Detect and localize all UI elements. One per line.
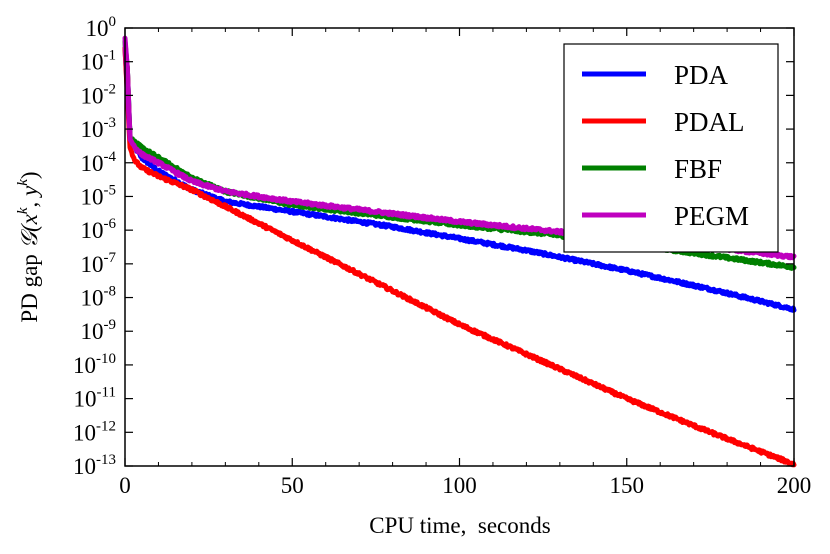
y-tick-label: 10-12: [73, 418, 116, 445]
y-tick-label: 10-6: [81, 216, 117, 243]
legend-label-fbf: FBF: [674, 154, 722, 184]
series-line-pdal: [122, 45, 797, 468]
x-tick-label: 50: [281, 473, 304, 498]
legend-label-pda: PDA: [674, 60, 729, 90]
x-tick-label: 0: [119, 473, 131, 498]
y-axis-sep: ,: [17, 196, 42, 208]
legend-label-pegm: PEGM: [674, 201, 749, 231]
y-tick-label: 10-5: [81, 182, 117, 209]
x-tick-label: 200: [777, 473, 812, 498]
y-axis-close: ): [17, 171, 42, 179]
y-tick-label: 10-10: [73, 351, 116, 378]
series-line-pda: [122, 45, 797, 313]
y-axis-x: x: [17, 213, 42, 225]
y-tick-label: 10-8: [81, 284, 117, 311]
y-tick-label: 100: [86, 14, 117, 41]
y-tick-label: 10-13: [73, 452, 116, 479]
y-tick-label: 10-2: [81, 81, 117, 108]
x-tick-label: 150: [610, 473, 645, 498]
ticks-layer: 0 50 100 150 200 100 10-1 10-2 10-3 10-4 10-5 10-6 1…: [73, 14, 811, 498]
legend-label-pdal: PDAL: [674, 107, 745, 137]
y-tick-label: 10-3: [81, 115, 117, 142]
y-tick-label: 10-4: [81, 149, 117, 176]
legend: PDA PDAL FBF PEGM: [563, 43, 779, 253]
y-axis-func: 𝒢(: [17, 223, 42, 248]
y-axis-title: PD gap 𝒢(xk, yk): [15, 171, 42, 322]
y-axis-sup1: k: [15, 207, 31, 214]
y-tick-label: 10-11: [74, 385, 116, 412]
x-tick-label: 100: [442, 473, 477, 498]
y-tick-label: 10-9: [81, 317, 117, 344]
y-axis-prefix: PD gap: [17, 248, 42, 322]
y-tick-label: 10-7: [81, 250, 117, 277]
y-axis-sup2: k: [15, 179, 31, 186]
x-axis-title: CPU time, seconds: [369, 513, 550, 538]
y-tick-label: 10-1: [81, 48, 117, 75]
y-axis-y: y: [17, 185, 42, 198]
